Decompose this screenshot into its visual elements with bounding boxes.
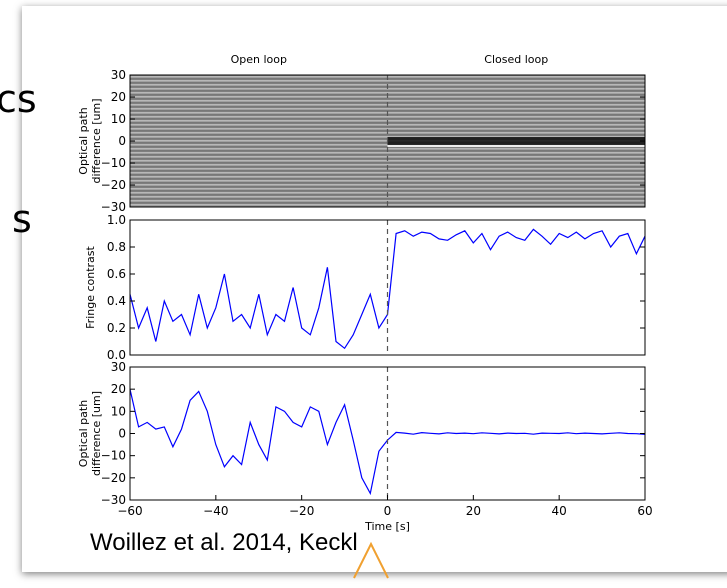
annotation: Closed loop (484, 53, 548, 66)
y-tick-label: −20 (101, 178, 126, 192)
caption: Woillez et al. 2014, Keckl (90, 529, 358, 556)
y-axis-label: difference [um] (90, 99, 103, 184)
y-tick-label: −30 (101, 200, 126, 214)
y-tick-label: −10 (101, 156, 126, 170)
y-tick-label: −30 (101, 493, 126, 507)
y-tick-label: 0 (118, 134, 126, 148)
x-tick-label: 20 (466, 504, 481, 518)
y-tick-label: 0 (118, 427, 126, 441)
y-tick-label: 0.0 (107, 348, 126, 362)
callout-arrow (353, 541, 389, 579)
y-axis-label: difference [um] (90, 391, 103, 476)
y-tick-label: 30 (111, 68, 126, 82)
y-tick-label: 0.2 (107, 321, 126, 335)
plot-frame (129, 219, 646, 356)
y-axis-label: Optical path (77, 107, 90, 174)
x-tick-label: 0 (384, 504, 392, 518)
y-tick-label: 1.0 (107, 213, 126, 227)
fringe-band (387, 145, 645, 147)
x-tick-label: −60 (117, 504, 142, 518)
y-tick-label: −10 (101, 449, 126, 463)
x-tick-label: 60 (637, 504, 652, 518)
x-tick-label: 40 (552, 504, 567, 518)
slide-fragment: cs (0, 77, 37, 121)
fringe-band (387, 137, 645, 145)
y-tick-label: 0.8 (107, 240, 126, 254)
y-tick-label: 30 (111, 360, 126, 374)
y-tick-label: 10 (111, 112, 126, 126)
figure: Open loop Closed loop −30 −20 −10 0 10 20 30 Opti… (77, 53, 653, 533)
slide-fragment: s (12, 197, 32, 241)
y-tick-label: 0.4 (107, 294, 126, 308)
x-axis-label: Time [s] (364, 520, 410, 533)
y-axis-label: Optical path (77, 400, 90, 467)
annotation: Open loop (231, 53, 287, 66)
y-tick-label: 0.6 (107, 267, 126, 281)
y-tick-label: 20 (111, 90, 126, 104)
y-axis-label: Fringe contrast (84, 245, 97, 328)
x-tick-label: −20 (289, 504, 314, 518)
y-tick-label: 20 (111, 382, 126, 396)
y-tick-label: −20 (101, 471, 126, 485)
x-tick-label: −40 (203, 504, 228, 518)
y-tick-label: 10 (111, 404, 126, 418)
